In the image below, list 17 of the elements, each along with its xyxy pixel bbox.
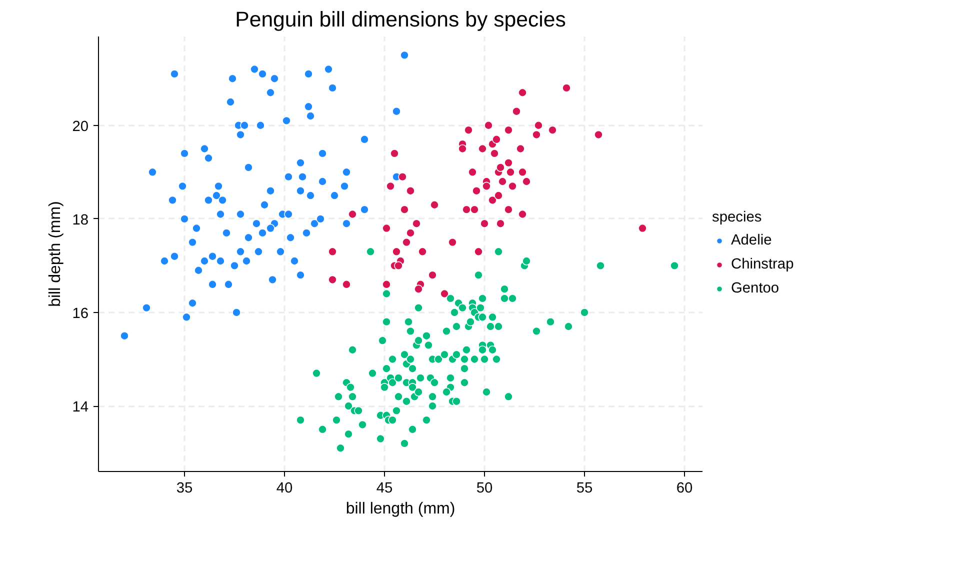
legend-title: species bbox=[712, 209, 763, 225]
x-tick-label: 50 bbox=[476, 480, 493, 496]
x-tick-label: 55 bbox=[576, 480, 593, 496]
x-tick-label: 35 bbox=[176, 480, 193, 496]
legend-label: Adelie bbox=[731, 232, 772, 248]
legend-label: Gentoo bbox=[731, 280, 780, 296]
x-tick-label: 40 bbox=[276, 480, 293, 496]
y-tick-label: 18 bbox=[72, 212, 89, 228]
x-axis-title: bill length (mm) bbox=[346, 500, 456, 518]
x-tick-label: 45 bbox=[376, 480, 393, 496]
y-tick-label: 14 bbox=[72, 400, 89, 416]
y-tick-label: 20 bbox=[72, 118, 89, 135]
x-tick-label: 60 bbox=[676, 480, 693, 496]
chart-title: Penguin bill dimensions by species bbox=[235, 8, 566, 32]
y-tick-label: 16 bbox=[72, 306, 89, 322]
legend-label: Chinstrap bbox=[731, 256, 794, 272]
y-axis-title: bill depth (mm) bbox=[47, 201, 64, 307]
